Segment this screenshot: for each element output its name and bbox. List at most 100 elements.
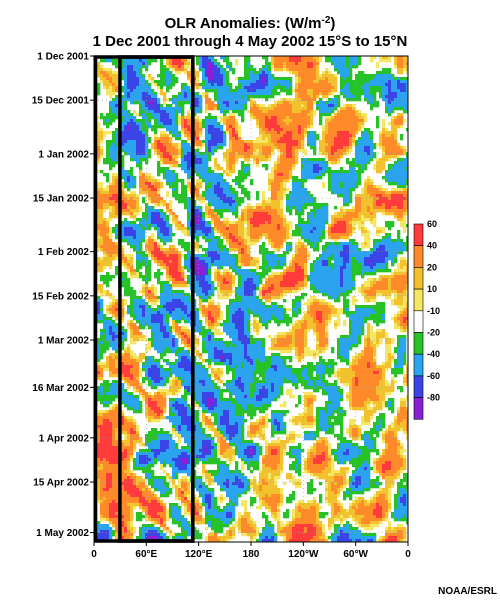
heatmap-cell: [193, 185, 197, 189]
heatmap-cell: [385, 170, 389, 174]
heatmap-cell: [169, 86, 173, 90]
heatmap-cell: [382, 74, 386, 78]
heatmap-cell: [205, 236, 209, 240]
heatmap-cell: [115, 173, 119, 177]
heatmap-cell: [208, 134, 212, 138]
heatmap-cell: [283, 104, 287, 108]
heatmap-cell: [220, 176, 224, 180]
heatmap-cell: [157, 125, 161, 129]
heatmap-cell: [358, 92, 362, 96]
heatmap-cell: [214, 104, 218, 108]
heatmap-cell: [403, 119, 407, 123]
heatmap-cell: [214, 62, 218, 66]
heatmap-cell: [283, 164, 287, 168]
heatmap-cell: [382, 71, 386, 75]
heatmap-cell: [112, 101, 116, 105]
heatmap-cell: [358, 125, 362, 129]
heatmap-cell: [352, 209, 356, 213]
heatmap-cell: [139, 224, 143, 228]
heatmap-cell: [307, 59, 311, 63]
heatmap-cell: [382, 188, 386, 192]
heatmap-cell: [241, 239, 245, 243]
heatmap-cell: [382, 119, 386, 123]
heatmap-cell: [145, 149, 149, 153]
heatmap-cell: [355, 164, 359, 168]
heatmap-cell: [97, 143, 101, 147]
heatmap-cell: [400, 122, 404, 126]
heatmap-cell: [301, 221, 305, 225]
heatmap-cell: [202, 224, 206, 228]
heatmap-cell: [361, 155, 365, 159]
heatmap-cell: [376, 194, 380, 198]
heatmap-cell: [133, 185, 137, 189]
heatmap-cell: [217, 140, 221, 144]
heatmap-cell: [148, 215, 152, 219]
heatmap-cell: [172, 161, 176, 165]
heatmap-cell: [163, 65, 167, 69]
heatmap-cell: [382, 59, 386, 63]
heatmap-cell: [289, 161, 293, 165]
heatmap-cell: [376, 161, 380, 165]
heatmap-cell: [349, 98, 353, 102]
heatmap-cell: [256, 89, 260, 93]
heatmap-cell: [310, 86, 314, 90]
heatmap-cell: [223, 230, 227, 234]
heatmap-cell: [319, 149, 323, 153]
heatmap-cell: [280, 56, 284, 60]
heatmap-cell: [223, 101, 227, 105]
heatmap-cell: [343, 62, 347, 66]
heatmap-cell: [121, 224, 125, 228]
heatmap-cell: [322, 92, 326, 96]
heatmap-cell: [214, 59, 218, 63]
heatmap-cell: [133, 77, 137, 81]
heatmap-cell: [355, 203, 359, 207]
heatmap-cell: [235, 194, 239, 198]
heatmap-cell: [328, 71, 332, 75]
heatmap-cell: [124, 236, 128, 240]
heatmap-cell: [406, 239, 408, 243]
heatmap-cell: [277, 209, 281, 213]
heatmap-cell: [202, 197, 206, 201]
heatmap-cell: [226, 221, 230, 225]
heatmap-cell: [367, 140, 371, 144]
heatmap-cell: [379, 137, 383, 141]
heatmap-cell: [151, 206, 155, 210]
heatmap-cell: [97, 68, 101, 72]
heatmap-cell: [175, 68, 179, 72]
heatmap-cell: [331, 176, 335, 180]
heatmap-cell: [271, 152, 275, 156]
heatmap-cell: [340, 107, 344, 111]
heatmap-cell: [166, 146, 170, 150]
heatmap-cell: [280, 173, 284, 177]
heatmap-cell: [271, 89, 275, 93]
heatmap-cell: [136, 140, 140, 144]
heatmap-cell: [400, 173, 404, 177]
heatmap-cell: [382, 122, 386, 126]
heatmap-cell: [364, 206, 368, 210]
heatmap-cell: [181, 104, 185, 108]
heatmap-cell: [172, 158, 176, 162]
heatmap-cell: [181, 230, 185, 234]
heatmap-cell: [265, 146, 269, 150]
heatmap-cell: [301, 107, 305, 111]
heatmap-cell: [184, 155, 188, 159]
heatmap-cell: [268, 212, 272, 216]
heatmap-cell: [166, 80, 170, 84]
heatmap-cell: [358, 182, 362, 186]
heatmap-cell: [109, 242, 113, 246]
heatmap-cell: [172, 98, 176, 102]
heatmap-cell: [124, 149, 128, 153]
heatmap-cell: [235, 146, 239, 150]
heatmap-cell: [142, 89, 146, 93]
heatmap-cell: [112, 182, 116, 186]
heatmap-cell: [166, 170, 170, 174]
heatmap-cell: [148, 188, 152, 192]
heatmap-cell: [397, 146, 401, 150]
heatmap-cell: [328, 152, 332, 156]
heatmap-cell: [238, 83, 242, 87]
heatmap-cell: [187, 212, 191, 216]
heatmap-cell: [127, 71, 131, 75]
heatmap-cell: [265, 164, 269, 168]
heatmap-cell: [109, 86, 113, 90]
heatmap-cell: [358, 215, 362, 219]
